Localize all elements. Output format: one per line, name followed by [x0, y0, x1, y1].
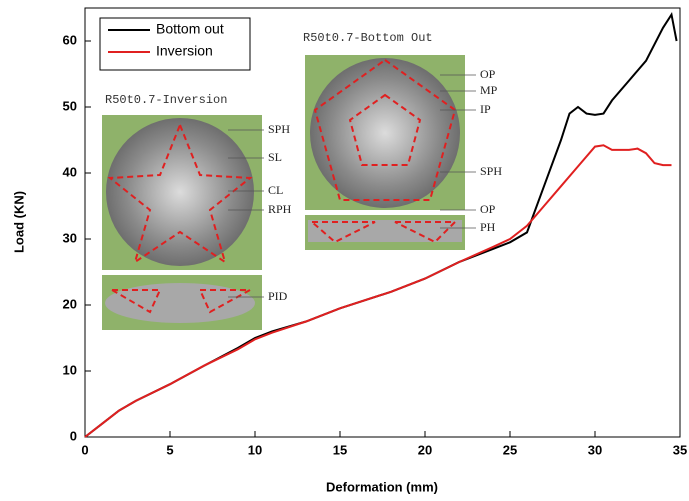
- inset-label: MP: [480, 83, 498, 97]
- inset-label: PID: [268, 289, 288, 303]
- x-tick-label: 5: [166, 442, 173, 457]
- x-tick-label: 25: [503, 442, 517, 457]
- inset-label: RPH: [268, 202, 292, 216]
- legend-box: [99, 17, 251, 71]
- y-tick-label: 20: [63, 296, 77, 311]
- inset-label: OP: [480, 67, 496, 81]
- inset-title: R50t0.7-Bottom Out: [303, 31, 433, 45]
- inset-label: IP: [480, 102, 491, 116]
- x-axis-title: Deformation (mm): [326, 479, 438, 494]
- y-tick-label: 60: [63, 32, 77, 47]
- inset-label: PH: [480, 220, 496, 234]
- x-tick-label: 0: [81, 442, 88, 457]
- x-tick-label: 35: [673, 442, 687, 457]
- legend-label: Inversion: [156, 43, 213, 59]
- y-tick-label: 50: [63, 98, 77, 113]
- series-line: [84, 144, 672, 438]
- inset-label: SL: [268, 150, 282, 164]
- x-tick-label: 15: [333, 442, 347, 457]
- inset-label: SPH: [268, 122, 290, 136]
- inset-photo: [305, 55, 465, 250]
- y-tick-label: 10: [63, 362, 77, 377]
- plot-frame: [84, 7, 681, 438]
- y-tick-label: 30: [63, 230, 77, 245]
- y-axis-title: Load (KN): [11, 191, 26, 253]
- inset-label: OP: [480, 202, 496, 216]
- inset-photo: [102, 115, 262, 330]
- legend-label: Bottom out: [156, 21, 224, 37]
- x-tick-label: 20: [418, 442, 432, 457]
- x-tick-label: 30: [588, 442, 602, 457]
- inset-label: CL: [268, 183, 283, 197]
- inset-title: R50t0.7-Inversion: [105, 93, 227, 107]
- y-tick-label: 40: [63, 164, 77, 179]
- inset-label: SPH: [480, 164, 502, 178]
- y-tick-label: 0: [70, 428, 77, 443]
- x-tick-label: 10: [248, 442, 262, 457]
